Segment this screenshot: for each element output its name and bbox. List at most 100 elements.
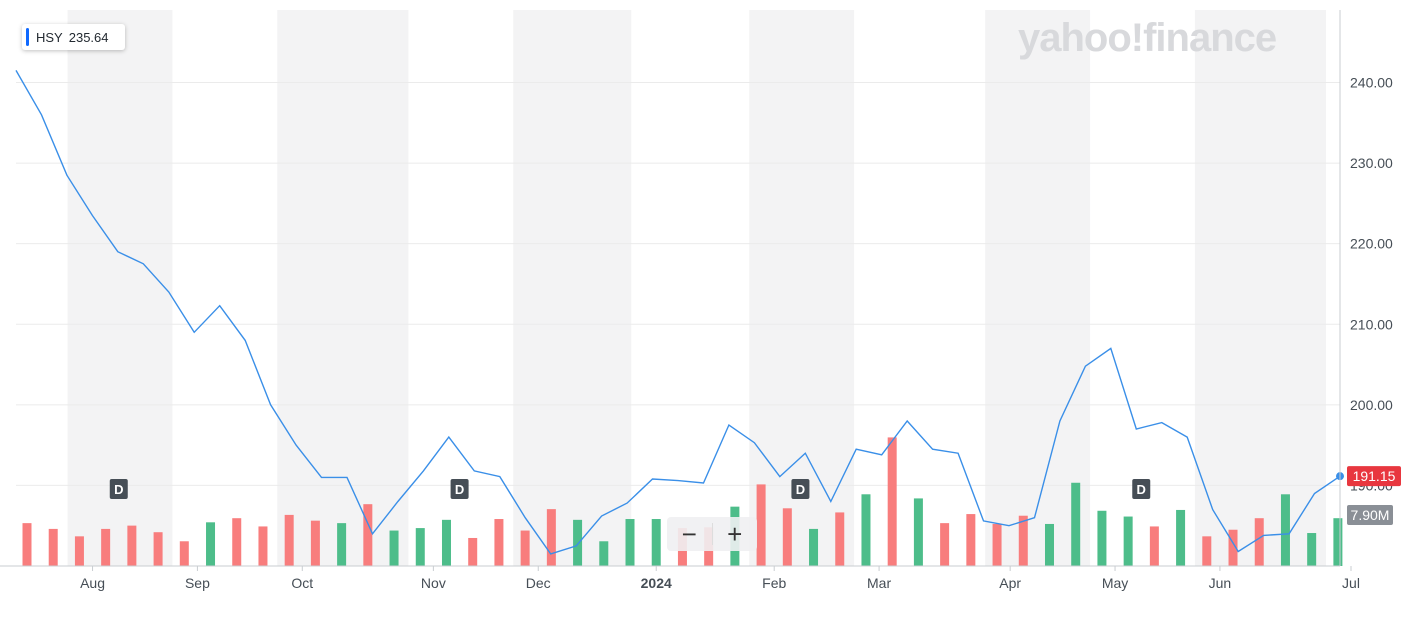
x-tick-label: 2024 [641, 575, 672, 591]
gridlines [16, 82, 1340, 486]
volume-bar [127, 525, 137, 566]
volume-bar [1176, 509, 1186, 566]
last-price-tag [1347, 466, 1401, 487]
volume-bar [494, 519, 504, 566]
x-tick-label: Jun [1209, 575, 1232, 591]
legend-value: 235.64 [68, 29, 109, 45]
x-tick-label: Sep [185, 575, 210, 591]
volume-bar [206, 522, 216, 566]
volume-bar [1018, 515, 1028, 566]
y-tick-label: 210.00 [1350, 316, 1393, 332]
volume-bar [1228, 529, 1238, 566]
volume-bar [1333, 518, 1343, 566]
legend-color-bar [26, 28, 29, 46]
volume-bar [232, 518, 242, 566]
volume-bar [468, 537, 478, 566]
volume-bar [1149, 526, 1159, 566]
volume-bar [179, 541, 189, 566]
month-band [513, 10, 632, 566]
x-tick-label: Dec [526, 575, 551, 591]
volume-bar [966, 514, 976, 566]
axes: 240.00230.00220.00210.00200.00190.00AugS… [0, 10, 1401, 591]
volume-bar [389, 530, 399, 566]
y-tick-label: 230.00 [1350, 155, 1393, 171]
dividend-marker [450, 479, 469, 499]
volume-bars [22, 437, 1343, 566]
x-tick-label: Nov [421, 575, 446, 591]
volume-bar [48, 528, 58, 566]
volume-bar [940, 523, 950, 566]
volume-bar [1280, 494, 1290, 566]
volume-bar [625, 519, 635, 566]
volume-bar [284, 514, 294, 566]
zoom-control[interactable]: − + [667, 517, 757, 551]
dividend-marker-label: D [455, 482, 464, 497]
zoom-out-button[interactable]: − [681, 518, 697, 549]
volume-bar [546, 509, 556, 566]
volume-bar [861, 494, 871, 566]
volume-bar [1202, 536, 1212, 566]
last-volume-label: 7.90M [1351, 507, 1390, 523]
month-band [67, 10, 173, 566]
zoom-divider [711, 523, 713, 545]
x-tick-label: Jul [1342, 575, 1360, 591]
x-tick-label: Mar [867, 575, 891, 591]
yahoo-finance-logo: yahoo!finance [1018, 16, 1277, 60]
month-band [277, 10, 409, 566]
volume-bar [913, 498, 923, 566]
y-tick-label: 200.00 [1350, 397, 1393, 413]
x-tick-label: Aug [80, 575, 105, 591]
x-tick-label: Feb [762, 575, 786, 591]
volume-bar [74, 536, 84, 566]
volume-bar [101, 528, 111, 566]
volume-bar [153, 532, 163, 566]
volume-bar [22, 523, 32, 566]
x-tick-label: Apr [999, 575, 1021, 591]
volume-bar [1307, 533, 1317, 566]
volume-bar [337, 523, 347, 566]
volume-bar [782, 508, 792, 566]
zoom-in-button[interactable]: + [727, 518, 743, 549]
volume-bar [756, 484, 766, 566]
month-bands [67, 10, 1326, 566]
dividend-marker [109, 479, 128, 499]
volume-bar [258, 526, 268, 566]
volume-bar [441, 519, 451, 566]
y-tick-label: 220.00 [1350, 236, 1393, 252]
volume-bar [992, 523, 1002, 566]
month-band [985, 10, 1091, 566]
volume-bar [310, 520, 320, 566]
dividend-marker-label: D [796, 482, 805, 497]
volume-bar [1071, 482, 1081, 566]
volume-bar [573, 519, 583, 566]
last-volume-tag [1347, 505, 1393, 525]
volume-bar [520, 530, 530, 566]
symbol-legend[interactable]: HSY 235.64 [22, 24, 125, 50]
month-band [1194, 10, 1326, 566]
last-price-label: 191.15 [1353, 468, 1396, 484]
dividend-marker-label: D [1137, 482, 1146, 497]
volume-bar [1097, 510, 1107, 566]
x-tick-label: May [1102, 575, 1128, 591]
volume-bar [835, 512, 845, 566]
volume-bar [1254, 518, 1264, 566]
dividend-marker [791, 479, 810, 499]
y-tick-label: 240.00 [1350, 75, 1393, 91]
dividend-marker-label: D [114, 482, 123, 497]
volume-bar [1123, 516, 1133, 566]
x-tick-label: Oct [291, 575, 313, 591]
legend-symbol: HSY [36, 29, 63, 45]
volume-bar [415, 528, 425, 566]
price-line [15, 70, 1341, 555]
volume-bar [1044, 523, 1054, 566]
month-band [749, 10, 855, 566]
volume-bar [363, 504, 373, 566]
volume-bar [651, 519, 661, 566]
volume-bar [809, 528, 819, 566]
volume-bar [887, 437, 897, 566]
dividend-marker [1132, 479, 1151, 499]
volume-bar [599, 541, 609, 566]
